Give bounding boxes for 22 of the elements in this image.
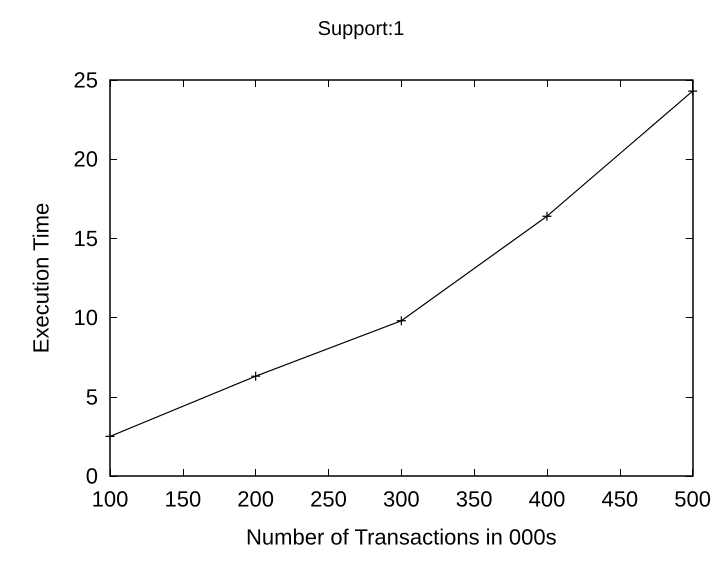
chart-title: Support:1 [318,18,404,40]
x-tick-label: 400 [528,486,566,512]
x-tick-label: 250 [310,486,347,512]
y-tick-label: 0 [86,464,98,488]
point [250,371,261,382]
point [396,316,406,326]
y-tick-label: 20 [74,146,98,172]
y-tick-label: 10 [74,305,98,330]
x-tick-label: 300 [382,486,420,512]
point [542,211,552,222]
x-tick-label: 200 [237,486,274,512]
point [104,431,116,442]
y-tick-label: 25 [74,68,98,92]
y-tick-label: 5 [86,384,98,410]
x-tick-label: 450 [601,486,638,512]
x-axis-title: Number of Transactions in 000s [246,524,557,550]
x-tick-label: 100 [92,486,128,512]
x-tick-label: 150 [164,486,202,512]
x-tick-label: 500 [674,486,712,512]
x-tick-label: 350 [456,486,493,512]
y-axis-title: Execution Time [28,202,54,354]
y-tick-label: 15 [74,226,98,251]
